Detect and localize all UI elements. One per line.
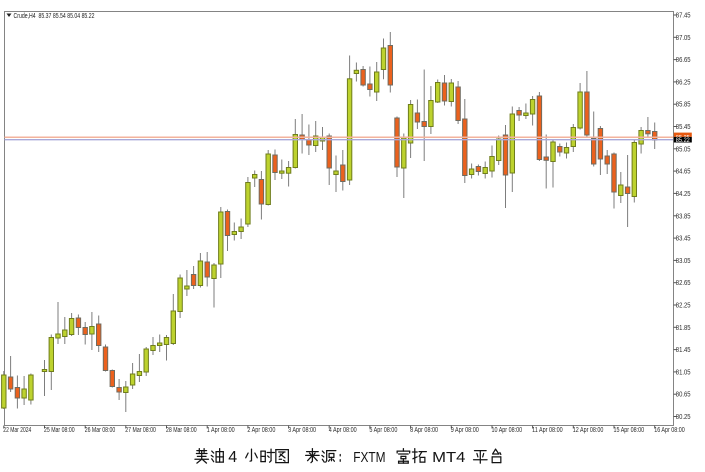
svg-text:4: 4: [228, 449, 237, 466]
svg-text:86.65: 86.65: [676, 57, 691, 64]
svg-text:84.25: 84.25: [676, 191, 691, 198]
svg-text:5 Apr 08:00: 5 Apr 08:00: [369, 427, 397, 434]
svg-text:3 Apr 08:00: 3 Apr 08:00: [288, 427, 316, 434]
svg-text:26 Mar 08:00: 26 Mar 08:00: [85, 427, 116, 434]
svg-text:85.05: 85.05: [676, 146, 691, 153]
svg-text:83.85: 83.85: [676, 213, 691, 220]
svg-text:11 Apr 08:00: 11 Apr 08:00: [532, 427, 563, 434]
svg-text:10 Apr 08:00: 10 Apr 08:00: [492, 427, 523, 434]
svg-text:28 Mar 08:00: 28 Mar 08:00: [166, 427, 197, 434]
svg-text:4 Apr 08:00: 4 Apr 08:00: [329, 427, 357, 434]
svg-text:85.22: 85.22: [676, 137, 690, 144]
svg-text:81.45: 81.45: [676, 347, 691, 354]
svg-text:8 Apr 08:00: 8 Apr 08:00: [410, 427, 438, 434]
svg-text:87.05: 87.05: [676, 35, 691, 42]
svg-text:81.05: 81.05: [676, 369, 691, 376]
svg-text:83.05: 83.05: [676, 258, 691, 265]
svg-text:80.25: 80.25: [676, 414, 691, 421]
svg-text:16 Apr 08:00: 16 Apr 08:00: [654, 427, 685, 434]
svg-text:1 Apr 08:00: 1 Apr 08:00: [207, 427, 235, 434]
svg-text:85.45: 85.45: [676, 124, 691, 131]
svg-text:80.65: 80.65: [676, 392, 691, 399]
svg-text:FXTM: FXTM: [353, 449, 385, 466]
svg-text:87.45: 87.45: [676, 13, 691, 20]
svg-text:12 Apr 08:00: 12 Apr 08:00: [573, 427, 604, 434]
svg-text:MT4: MT4: [432, 449, 465, 466]
svg-text:82.25: 82.25: [676, 303, 691, 310]
svg-text:85.85: 85.85: [676, 102, 691, 109]
svg-text:15 Apr 08:00: 15 Apr 08:00: [614, 427, 645, 434]
svg-text:82.65: 82.65: [676, 280, 691, 287]
svg-text:22 Mar 2024: 22 Mar 2024: [3, 427, 31, 434]
svg-text:25 Mar 08:00: 25 Mar 08:00: [44, 427, 75, 434]
svg-text:86.25: 86.25: [676, 79, 691, 86]
svg-text:81.85: 81.85: [676, 325, 691, 332]
svg-text:83.45: 83.45: [676, 236, 691, 243]
svg-text:27 Mar 08:00: 27 Mar 08:00: [125, 427, 156, 434]
svg-text:Crude,H4 85.37 85.54 85.04 85: Crude,H4 85.37 85.54 85.04 85.22: [14, 13, 95, 20]
svg-text:84.65: 84.65: [676, 169, 691, 176]
svg-text:2 Apr 08:00: 2 Apr 08:00: [247, 427, 275, 434]
svg-text:9 Apr 08:00: 9 Apr 08:00: [451, 427, 479, 434]
